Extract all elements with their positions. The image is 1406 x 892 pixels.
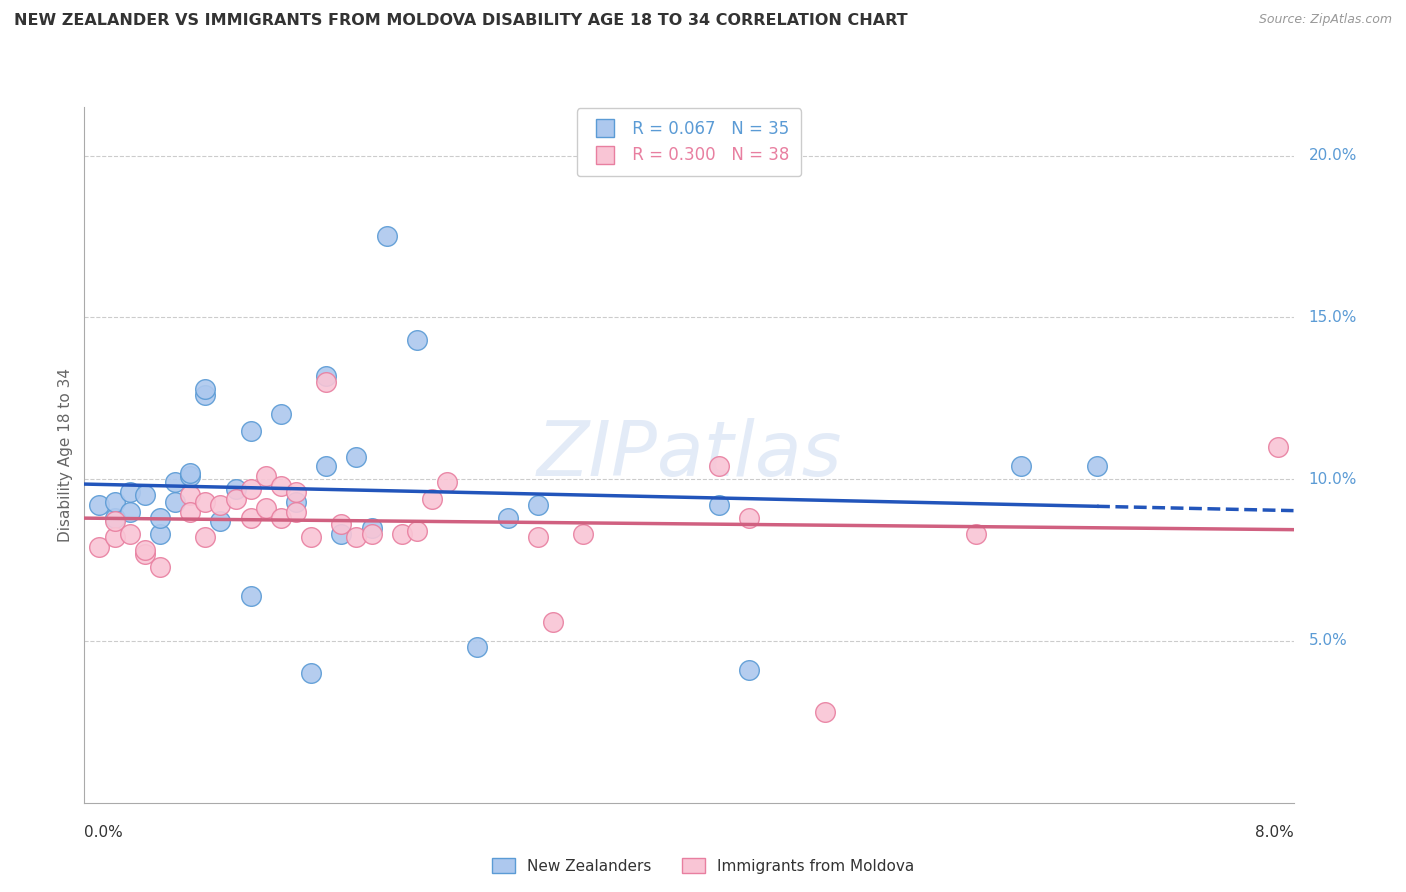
Point — [965, 527, 987, 541]
Legend: New Zealanders, Immigrants from Moldova: New Zealanders, Immigrants from Moldova — [485, 852, 921, 880]
Point — [209, 498, 232, 512]
Legend:  R = 0.067   N = 35,  R = 0.300   N = 38: R = 0.067 N = 35, R = 0.300 N = 38 — [576, 109, 801, 176]
Point — [1085, 459, 1108, 474]
Point — [330, 517, 353, 532]
Point — [527, 531, 550, 545]
Point — [709, 459, 731, 474]
Point — [194, 382, 217, 396]
Point — [239, 589, 262, 603]
Point — [391, 527, 413, 541]
Point — [496, 511, 519, 525]
Point — [738, 663, 761, 677]
Point — [738, 511, 761, 525]
Y-axis label: Disability Age 18 to 34: Disability Age 18 to 34 — [58, 368, 73, 542]
Point — [149, 527, 172, 541]
Point — [315, 368, 337, 383]
Point — [179, 466, 201, 480]
Point — [239, 424, 262, 438]
Point — [527, 498, 550, 512]
Point — [1267, 440, 1289, 454]
Point — [194, 495, 217, 509]
Point — [330, 527, 353, 541]
Point — [406, 524, 429, 538]
Point — [194, 531, 217, 545]
Point — [315, 459, 337, 474]
Point — [406, 333, 429, 347]
Point — [149, 559, 172, 574]
Point — [375, 229, 398, 244]
Point — [360, 527, 382, 541]
Point — [89, 498, 111, 512]
Point — [239, 511, 262, 525]
Point — [118, 504, 141, 518]
Point — [572, 527, 595, 541]
Point — [209, 514, 232, 528]
Point — [134, 543, 156, 558]
Point — [284, 485, 308, 500]
Point — [134, 488, 156, 502]
Point — [360, 521, 382, 535]
Point — [89, 540, 111, 554]
Point — [104, 514, 127, 528]
Point — [254, 501, 277, 516]
Point — [225, 491, 247, 506]
Point — [165, 475, 187, 490]
Point — [239, 482, 262, 496]
Point — [179, 488, 201, 502]
Text: 10.0%: 10.0% — [1309, 472, 1357, 487]
Point — [467, 640, 489, 655]
Point — [299, 531, 322, 545]
Point — [299, 666, 322, 681]
Text: 15.0%: 15.0% — [1309, 310, 1357, 325]
Text: ZIPatlas: ZIPatlas — [536, 418, 842, 491]
Point — [104, 495, 127, 509]
Text: 8.0%: 8.0% — [1254, 825, 1294, 840]
Point — [541, 615, 564, 629]
Point — [346, 450, 368, 464]
Point — [315, 375, 337, 389]
Point — [1011, 459, 1033, 474]
Point — [709, 498, 731, 512]
Point — [814, 705, 837, 719]
Point — [149, 511, 172, 525]
Point — [179, 469, 201, 483]
Point — [118, 485, 141, 500]
Text: 20.0%: 20.0% — [1309, 148, 1357, 163]
Point — [420, 491, 443, 506]
Point — [254, 469, 277, 483]
Point — [284, 495, 308, 509]
Point — [346, 531, 368, 545]
Point — [270, 408, 292, 422]
Point — [194, 388, 217, 402]
Point — [270, 478, 292, 492]
Text: 0.0%: 0.0% — [84, 825, 124, 840]
Point — [165, 495, 187, 509]
Point — [134, 547, 156, 561]
Text: 5.0%: 5.0% — [1309, 633, 1347, 648]
Text: NEW ZEALANDER VS IMMIGRANTS FROM MOLDOVA DISABILITY AGE 18 TO 34 CORRELATION CHA: NEW ZEALANDER VS IMMIGRANTS FROM MOLDOVA… — [14, 13, 908, 29]
Point — [179, 504, 201, 518]
Point — [284, 504, 308, 518]
Point — [104, 511, 127, 525]
Text: Source: ZipAtlas.com: Source: ZipAtlas.com — [1258, 13, 1392, 27]
Point — [436, 475, 458, 490]
Point — [118, 527, 141, 541]
Point — [270, 511, 292, 525]
Point — [104, 531, 127, 545]
Point — [225, 482, 247, 496]
